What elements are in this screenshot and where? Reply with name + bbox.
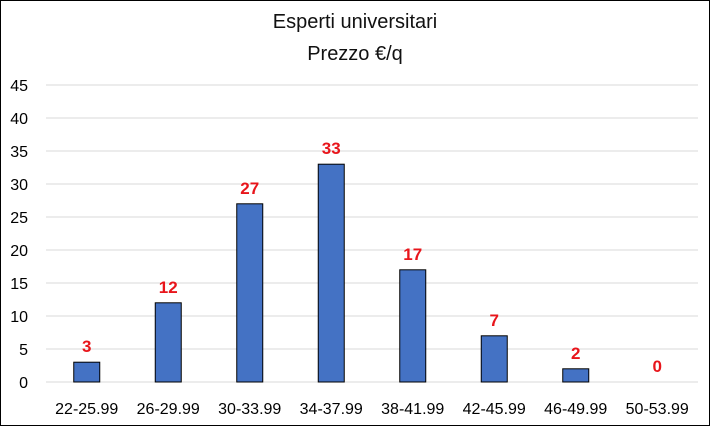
y-tick-label: 5 xyxy=(19,342,28,359)
data-label: 12 xyxy=(159,278,178,297)
y-tick-label: 45 xyxy=(10,78,28,95)
data-label: 2 xyxy=(571,344,580,363)
y-tick-label: 35 xyxy=(10,144,28,161)
x-tick-label: 38-41.99 xyxy=(381,401,444,418)
x-axis-ticks: 22-25.99 26-29.99 30-33.99 34-37.99 38-41.99… xyxy=(55,401,689,418)
x-tick-label: 50-53.99 xyxy=(626,401,689,418)
chart-subtitle: Prezzo €/q xyxy=(307,43,403,65)
data-label: 27 xyxy=(240,179,259,198)
bar xyxy=(236,203,264,383)
bar xyxy=(73,361,101,383)
data-labels: 3 12 27 33 17 7 2 0 xyxy=(82,139,662,376)
y-tick-label: 25 xyxy=(10,210,28,227)
data-label: 0 xyxy=(653,357,662,376)
y-axis-ticks: 0 5 10 15 20 25 30 35 40 45 xyxy=(10,78,28,392)
data-label: 3 xyxy=(82,337,91,356)
x-tick-label: 30-33.99 xyxy=(218,401,281,418)
data-label: 33 xyxy=(322,139,341,158)
x-tick-label: 34-37.99 xyxy=(300,401,363,418)
x-tick-label: 42-45.99 xyxy=(463,401,526,418)
y-tick-label: 40 xyxy=(10,111,28,128)
bar xyxy=(317,163,345,383)
y-tick-label: 20 xyxy=(10,243,28,260)
x-tick-label: 46-49.99 xyxy=(544,401,607,418)
bar xyxy=(562,368,590,383)
bars xyxy=(73,163,590,383)
x-tick-label: 22-25.99 xyxy=(55,401,118,418)
data-label: 17 xyxy=(403,245,422,264)
y-tick-label: 30 xyxy=(10,177,28,194)
x-tick-label: 26-29.99 xyxy=(137,401,200,418)
bar xyxy=(399,269,427,383)
bar xyxy=(480,335,508,383)
chart-title: Esperti universitari xyxy=(272,11,438,33)
y-tick-label: 15 xyxy=(10,276,28,293)
gridlines xyxy=(46,84,698,383)
y-tick-label: 0 xyxy=(19,375,28,392)
data-label: 7 xyxy=(490,311,499,330)
y-tick-label: 10 xyxy=(10,309,28,326)
bar xyxy=(154,302,182,383)
